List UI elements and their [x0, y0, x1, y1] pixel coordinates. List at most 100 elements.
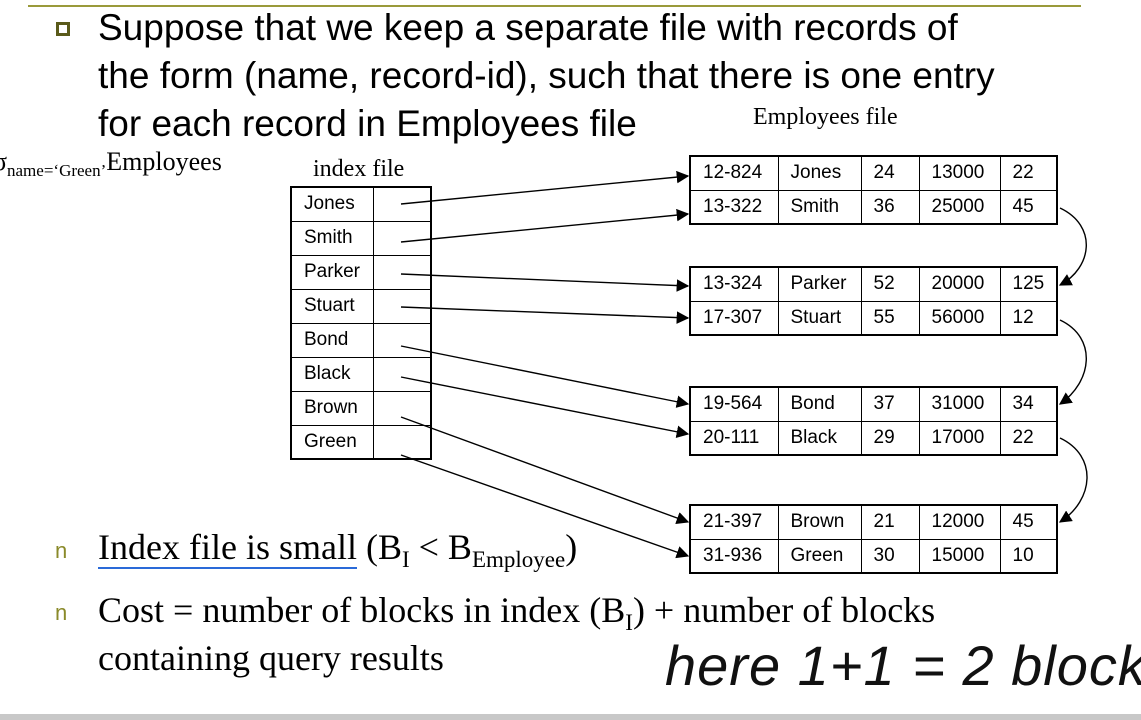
record-id: 13-322	[689, 189, 779, 225]
index-name: Jones	[290, 186, 374, 222]
paren-close: )	[565, 527, 578, 567]
record-name: Bond	[777, 386, 862, 422]
record-dept: 12	[999, 300, 1058, 336]
employee-record: 13-322 Smith 36 25000 45	[689, 189, 1058, 225]
record-dept: 45	[999, 189, 1058, 225]
employee-record: 13-324 Parker 52 20000 125	[689, 266, 1058, 302]
bullet3-marker: n	[55, 600, 68, 625]
title-rule	[28, 5, 1081, 7]
selection-relation: Employees	[106, 147, 222, 176]
pointer-arrow-green	[400, 454, 690, 559]
bullet3-line2: containing query results	[98, 638, 444, 678]
index-row: Green	[290, 424, 432, 460]
index-pointer	[372, 424, 432, 460]
record-age: 21	[860, 504, 920, 540]
record-dept: 125	[999, 266, 1058, 302]
record-id: 31-936	[689, 538, 779, 574]
pointer-arrow-brown	[400, 416, 690, 525]
record-id: 19-564	[689, 386, 779, 422]
index-row: Stuart	[290, 288, 432, 324]
record-salary: 31000	[918, 386, 1001, 422]
bullet2-text: Index file is small (BI < BEmployee)	[98, 526, 577, 573]
bullet3-line1: Cost = number of blocks in index (BI) + …	[98, 589, 935, 636]
employee-record: 21-397 Brown 21 12000 45	[689, 504, 1058, 540]
record-salary: 25000	[918, 189, 1001, 225]
square-bullet-icon	[56, 22, 70, 36]
employees-file-label: Employees file	[753, 104, 898, 130]
block-link-arrow-2	[1058, 319, 1087, 405]
index-name: Stuart	[290, 288, 374, 324]
employee-record: 20-111 Black 29 17000 22	[689, 420, 1058, 456]
record-dept: 22	[999, 420, 1058, 456]
record-id: 20-111	[689, 420, 779, 456]
index-row: Bond	[290, 322, 432, 358]
record-salary: 17000	[918, 420, 1001, 456]
employee-record: 31-936 Green 30 15000 10	[689, 538, 1058, 574]
pointer-arrow-stuart	[400, 306, 690, 324]
record-name: Jones	[777, 155, 862, 191]
bullet2-marker: n	[55, 538, 68, 563]
index-pointer	[372, 186, 432, 222]
pointer-arrow-parker	[400, 273, 690, 292]
selection-condition: name=‘Green’	[7, 161, 107, 181]
record-salary: 13000	[918, 155, 1001, 191]
employee-block-2: 13-324 Parker 52 20000 125 17-307 Stuart 55 560…	[689, 266, 1058, 336]
index-row: Jones	[290, 186, 432, 222]
subscript-i: I	[401, 547, 410, 573]
index-row: Black	[290, 356, 432, 392]
record-age: 36	[860, 189, 920, 225]
index-name: Brown	[290, 390, 374, 426]
record-salary: 15000	[918, 538, 1001, 574]
employee-record: 19-564 Bond 37 31000 34	[689, 386, 1058, 422]
index-row: Smith	[290, 220, 432, 256]
record-age: 55	[860, 300, 920, 336]
selection-expression: σname=‘Green’Employees	[0, 147, 222, 181]
employee-record: 12-824 Jones 24 13000 22	[689, 155, 1058, 191]
employee-block-3: 19-564 Bond 37 31000 34 20-111 Black 29 17000 22	[689, 386, 1058, 456]
record-name: Parker	[777, 266, 862, 302]
index-small-link: Index file is small	[98, 527, 357, 569]
pointer-arrow-smith	[400, 208, 690, 243]
index-name: Green	[290, 424, 374, 460]
record-id: 17-307	[689, 300, 779, 336]
block-link-arrow-3	[1058, 437, 1088, 523]
index-name: Parker	[290, 254, 374, 290]
index-pointer	[372, 288, 432, 324]
bullet1-line1: Suppose that we keep a separate file wit…	[98, 7, 958, 48]
index-name: Smith	[290, 220, 374, 256]
record-salary: 20000	[918, 266, 1001, 302]
block-link-arrow-1	[1058, 207, 1087, 286]
index-pointer	[372, 356, 432, 392]
record-dept: 10	[999, 538, 1058, 574]
bullet1-line2: the form (name, record-id), such that th…	[98, 55, 995, 96]
subscript-employee: Employee	[471, 547, 566, 573]
record-salary: 12000	[918, 504, 1001, 540]
record-name: Black	[777, 420, 862, 456]
handwritten-note: here 1+1 = 2 blocks	[665, 634, 1141, 697]
pointer-arrow-black	[400, 376, 690, 438]
record-dept: 34	[999, 386, 1058, 422]
record-age: 52	[860, 266, 920, 302]
record-age: 30	[860, 538, 920, 574]
bullet1-line3: for each record in Employees file	[98, 103, 637, 144]
paren-b: (B	[365, 527, 402, 567]
sigma-symbol: σ	[0, 147, 8, 176]
employee-record: 17-307 Stuart 55 56000 12	[689, 300, 1058, 336]
index-file-label: index file	[313, 156, 405, 182]
index-name: Black	[290, 356, 374, 392]
cost-text-1: Cost = number of blocks in index (B	[98, 590, 626, 630]
index-name: Bond	[290, 322, 374, 358]
employee-block-4: 21-397 Brown 21 12000 45 31-936 Green 30 15000 1…	[689, 504, 1058, 574]
cost-text-2: ) + number of blocks	[632, 590, 936, 630]
pointer-arrow-jones	[400, 170, 690, 205]
index-file-table: Jones Smith Parker Stuart Bond Black Bro…	[290, 186, 432, 460]
record-name: Green	[777, 538, 862, 574]
pointer-arrow-bond	[400, 345, 690, 408]
record-id: 12-824	[689, 155, 779, 191]
footer-bar	[0, 714, 1141, 720]
index-row: Brown	[290, 390, 432, 426]
employee-block-1: 12-824 Jones 24 13000 22 13-322 Smith 36 25000 4…	[689, 155, 1058, 225]
less-than-b: < B	[409, 527, 472, 567]
record-id: 21-397	[689, 504, 779, 540]
